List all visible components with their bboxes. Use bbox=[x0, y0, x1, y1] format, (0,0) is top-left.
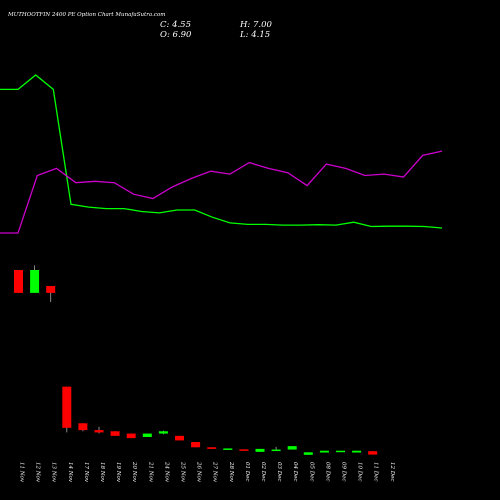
x-tick-label: 17 Nov bbox=[83, 462, 89, 483]
x-tick-label: 13 Nov bbox=[51, 462, 57, 483]
x-tick-label: 18 Nov bbox=[99, 462, 105, 483]
high-value: H: 7.00 bbox=[239, 20, 272, 30]
x-tick-label: 12 Nov bbox=[35, 462, 41, 483]
candle-14-nov bbox=[62, 386, 72, 433]
x-tick-label: 04 Dec bbox=[292, 462, 298, 482]
x-tick-label: 24 Nov bbox=[163, 461, 169, 483]
candle-body bbox=[207, 447, 217, 449]
candle-05-dec bbox=[303, 452, 313, 455]
x-tick-label: 21 Nov bbox=[147, 461, 153, 483]
candle-body bbox=[191, 442, 201, 448]
candle-18-nov bbox=[94, 426, 104, 434]
candle-body bbox=[223, 448, 233, 450]
x-tick-label: 27 Nov bbox=[212, 461, 218, 483]
candle-body bbox=[336, 450, 345, 453]
candle-27-nov bbox=[207, 447, 217, 449]
x-tick-label: 19 Nov bbox=[115, 462, 121, 483]
x-tick-label: 09 Dec bbox=[341, 462, 347, 482]
candle-body bbox=[110, 431, 120, 436]
candle-body bbox=[271, 449, 281, 452]
candle-body bbox=[239, 449, 249, 451]
x-tick-label: 01 Dec bbox=[244, 462, 250, 482]
x-tick-label: 14 Nov bbox=[67, 462, 73, 483]
candle-body bbox=[126, 433, 136, 439]
x-tick-label: 05 Dec bbox=[308, 462, 314, 482]
candle-body bbox=[352, 450, 362, 453]
candle-body bbox=[158, 431, 168, 434]
x-tick-label: 11 Nov bbox=[19, 462, 25, 483]
candle-body bbox=[78, 423, 88, 431]
open-value: O: 6.90 bbox=[160, 30, 192, 40]
candle-09-dec bbox=[336, 450, 345, 453]
candle-04-dec bbox=[287, 446, 297, 450]
candle-12-nov bbox=[30, 265, 40, 293]
candle-08-dec bbox=[319, 450, 329, 453]
x-tick-label: 26 Nov bbox=[196, 461, 202, 483]
candle-24-nov bbox=[158, 430, 168, 435]
candle-body bbox=[14, 270, 23, 293]
indicator-line-2 bbox=[0, 150, 443, 234]
indicator-lines bbox=[0, 74, 443, 234]
close-value: C: 4.55 bbox=[160, 20, 191, 30]
candle-20-nov bbox=[126, 433, 136, 439]
candle-10-dec bbox=[352, 450, 362, 453]
candle-19-nov bbox=[110, 431, 120, 436]
chart-title: MUTHOOTFIN 2400 PE Option Chart MunafaSu… bbox=[7, 12, 166, 18]
x-tick-label: 20 Nov bbox=[131, 461, 137, 483]
candle-25-nov bbox=[175, 435, 184, 441]
candle-17-nov bbox=[78, 423, 88, 432]
candle-body bbox=[368, 451, 378, 455]
candle-body bbox=[287, 446, 297, 450]
candle-21-nov bbox=[142, 433, 152, 437]
x-tick-label: 28 Nov bbox=[228, 461, 234, 483]
x-tick-label: 02 Dec bbox=[260, 462, 266, 482]
candle-13-nov bbox=[46, 286, 56, 303]
candle-body bbox=[46, 286, 56, 293]
candle-body bbox=[175, 435, 184, 441]
x-tick-label: 10 Dec bbox=[357, 462, 363, 482]
candle-01-dec bbox=[239, 449, 249, 451]
candle-body bbox=[142, 433, 152, 437]
candle-11-dec bbox=[368, 451, 378, 455]
candle-28-nov bbox=[223, 448, 233, 451]
candle-body bbox=[62, 386, 72, 428]
candle-26-nov bbox=[191, 442, 201, 448]
candle-body bbox=[255, 448, 265, 452]
candle-body bbox=[30, 270, 40, 293]
indicator-line-1 bbox=[0, 74, 443, 229]
low-value: L: 4.15 bbox=[239, 30, 270, 40]
candle-body bbox=[94, 430, 104, 433]
x-tick-label: 12 Dec bbox=[389, 462, 395, 482]
x-tick-label: 03 Dec bbox=[276, 462, 282, 482]
x-tick-label: 08 Dec bbox=[324, 462, 330, 482]
candle-11-nov bbox=[14, 270, 23, 293]
candles bbox=[14, 265, 378, 455]
candle-03-dec bbox=[271, 446, 281, 452]
candle-02-dec bbox=[255, 448, 265, 452]
candle-body bbox=[303, 452, 313, 455]
x-tick-label: 11 Dec bbox=[373, 462, 379, 482]
x-axis-labels: 11 Nov 12 Nov 13 Nov 14 Nov 17 Nov 18 Nov 19 N… bbox=[19, 461, 395, 483]
x-tick-label: 25 Nov bbox=[180, 461, 186, 483]
candle-body bbox=[319, 450, 329, 453]
